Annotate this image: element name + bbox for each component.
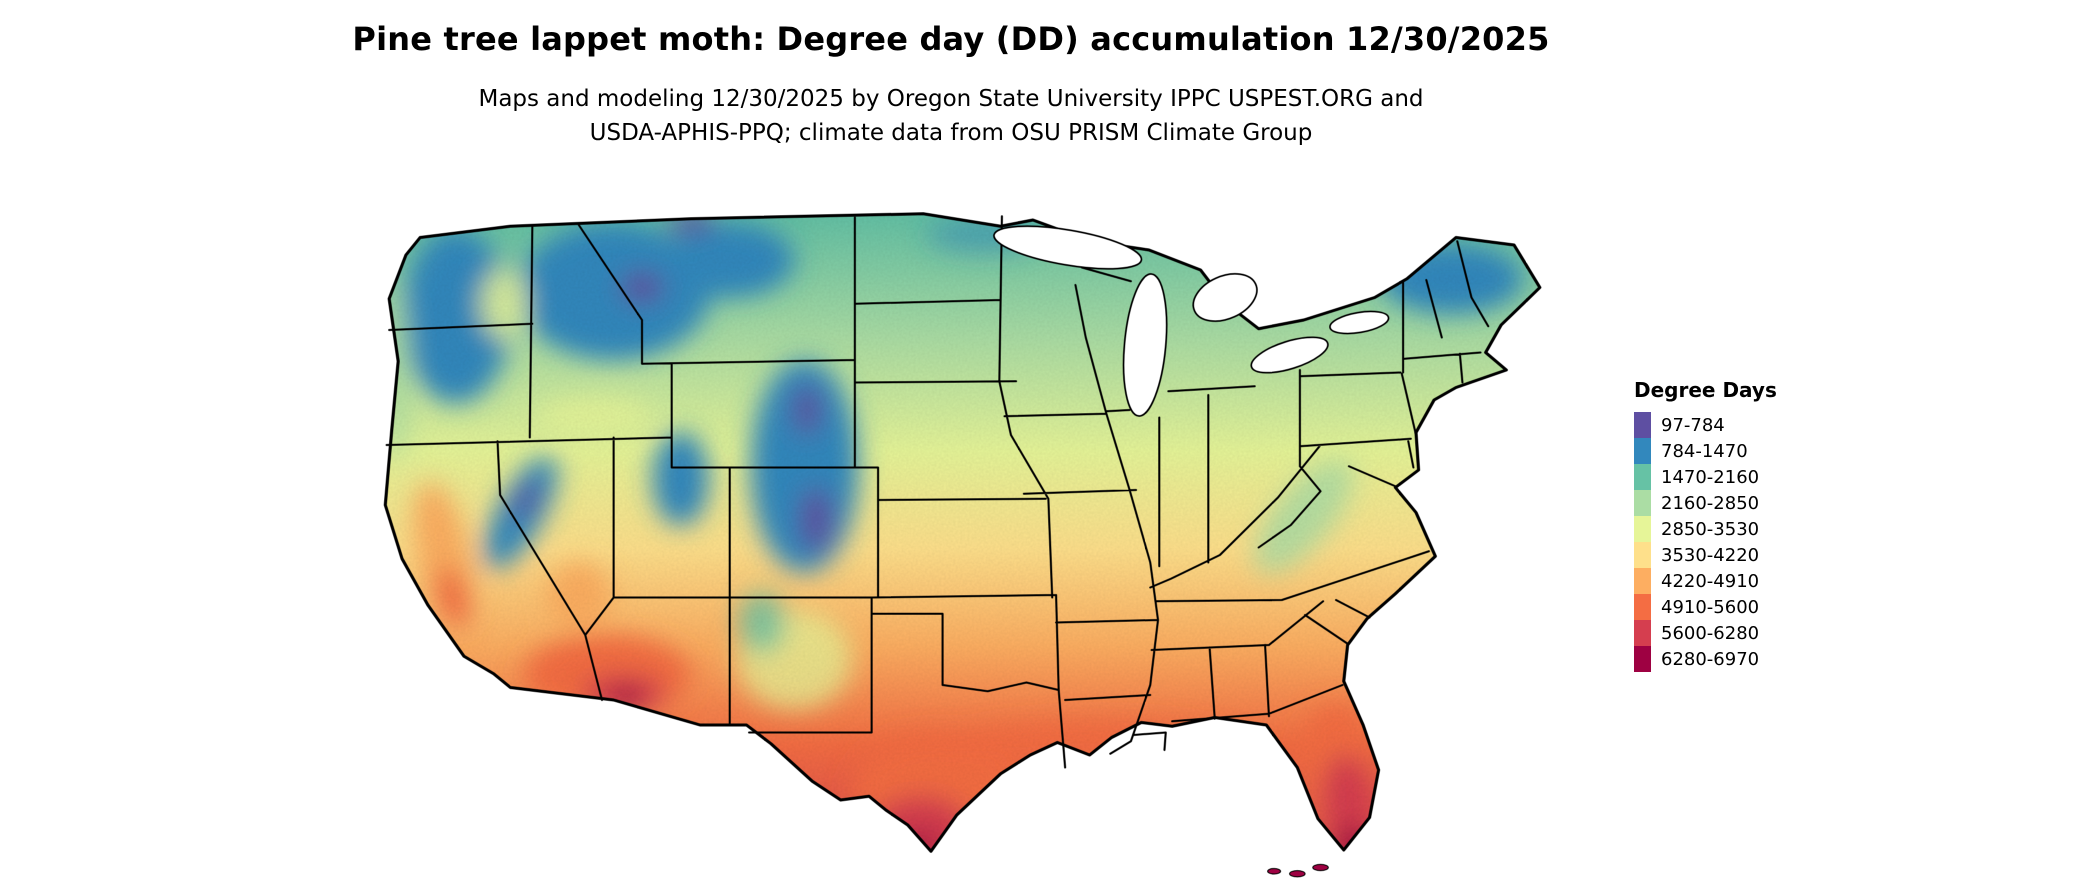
legend-row: 5600-6280 xyxy=(1634,620,1777,646)
terrain-noise-texture xyxy=(385,213,1540,852)
legend-swatch xyxy=(1634,620,1651,646)
florida-key-island xyxy=(1312,863,1329,872)
legend-swatch xyxy=(1634,438,1651,464)
legend-swatch xyxy=(1634,516,1651,542)
lake-michigan xyxy=(1122,273,1168,417)
florida-keys-islands xyxy=(1267,863,1329,878)
legend-label: 1470-2160 xyxy=(1661,466,1760,488)
map-legend: Degree Days 97-784 784-1470 1470-2160 21… xyxy=(1634,378,1777,672)
legend-swatch xyxy=(1634,542,1651,568)
legend-swatch xyxy=(1634,594,1651,620)
legend-label: 97-784 xyxy=(1661,414,1725,436)
lake-erie xyxy=(1250,336,1329,374)
legend-swatch xyxy=(1634,490,1651,516)
legend-row: 6280-6970 xyxy=(1634,646,1777,672)
legend-title: Degree Days xyxy=(1634,378,1777,402)
lake-ontario xyxy=(1329,310,1390,335)
legend-label: 784-1470 xyxy=(1661,440,1748,462)
legend-label: 4220-4910 xyxy=(1661,570,1760,592)
great-lakes xyxy=(993,225,1390,417)
legend-swatch xyxy=(1634,464,1651,490)
lake-superior xyxy=(993,225,1143,270)
legend-label: 5600-6280 xyxy=(1661,622,1760,644)
map-subtitle-line-1: Maps and modeling 12/30/2025 by Oregon S… xyxy=(478,86,1424,112)
legend-row: 97-784 xyxy=(1634,412,1777,438)
map-fill-layer xyxy=(385,213,1540,852)
florida-key-island xyxy=(1267,867,1282,875)
legend-label: 6280-6970 xyxy=(1661,648,1760,670)
legend-label: 4910-5600 xyxy=(1661,596,1760,618)
legend-row: 1470-2160 xyxy=(1634,464,1777,490)
state-border-lines xyxy=(385,215,1490,769)
legend-swatch xyxy=(1634,412,1651,438)
legend-row: 3530-4220 xyxy=(1634,542,1777,568)
legend-row: 4910-5600 xyxy=(1634,594,1777,620)
legend-row: 784-1470 xyxy=(1634,438,1777,464)
legend-swatch xyxy=(1634,646,1651,672)
map-header: Pine tree lappet moth: Degree day (DD) a… xyxy=(0,20,1902,150)
legend-label: 2850-3530 xyxy=(1661,518,1760,540)
legend-row: 2850-3530 xyxy=(1634,516,1777,542)
lake-huron xyxy=(1192,273,1258,322)
us-outline xyxy=(383,212,1542,853)
legend-row: 2160-2850 xyxy=(1634,490,1777,516)
legend-row: 4220-4910 xyxy=(1634,568,1777,594)
map-subtitle-line-2: USDA-APHIS-PPQ; climate data from OSU PR… xyxy=(589,120,1313,146)
legend-label: 3530-4220 xyxy=(1661,544,1760,566)
map-title: Pine tree lappet moth: Degree day (DD) a… xyxy=(352,20,1550,58)
legend-rows: 97-784 784-1470 1470-2160 2160-2850 2850… xyxy=(1634,412,1777,672)
legend-swatch xyxy=(1634,568,1651,594)
florida-key-island xyxy=(1289,870,1306,878)
us-degree-day-map xyxy=(383,212,1542,878)
state-borders xyxy=(385,215,1490,769)
legend-label: 2160-2850 xyxy=(1661,492,1760,514)
